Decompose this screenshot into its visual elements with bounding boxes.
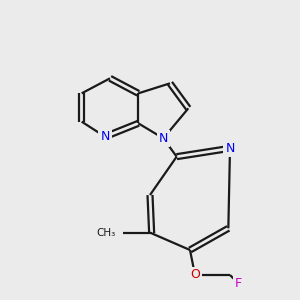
Text: N: N bbox=[225, 142, 235, 155]
Text: F: F bbox=[235, 277, 242, 290]
Text: CH₃: CH₃ bbox=[96, 228, 115, 238]
Text: N: N bbox=[159, 132, 168, 145]
Text: N: N bbox=[100, 130, 110, 143]
Text: O: O bbox=[190, 268, 200, 281]
